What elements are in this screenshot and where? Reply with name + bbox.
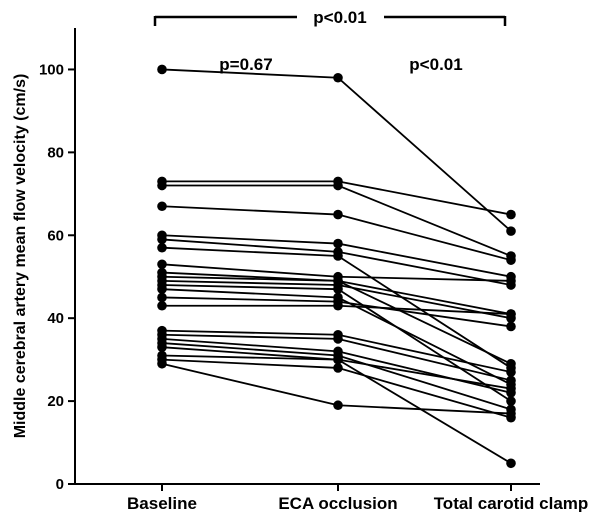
data-point bbox=[157, 64, 167, 75]
data-point bbox=[506, 396, 516, 406]
data-point bbox=[506, 458, 516, 469]
y-tick-label: 0 bbox=[56, 476, 64, 493]
data-point bbox=[506, 408, 516, 419]
subject-series bbox=[157, 201, 516, 265]
data-point bbox=[157, 358, 167, 369]
data-point bbox=[506, 209, 516, 220]
y-tick-label: 100 bbox=[39, 61, 64, 78]
data-point bbox=[157, 234, 167, 245]
y-tick-label: 80 bbox=[47, 144, 64, 161]
data-point bbox=[506, 383, 516, 394]
x-category-label: ECA occlusion bbox=[278, 494, 397, 512]
x-category-label: Total carotid clamp bbox=[434, 494, 589, 512]
data-point bbox=[506, 375, 516, 386]
data-point bbox=[506, 276, 516, 286]
data-point bbox=[333, 251, 343, 261]
data-point bbox=[157, 292, 167, 303]
subject-line bbox=[161, 68, 512, 232]
x-ticks: Baseline ECA occlusion Total carotid clamp bbox=[127, 484, 588, 512]
data-point bbox=[333, 284, 343, 294]
y-tick-label: 60 bbox=[47, 227, 64, 244]
data-point bbox=[333, 363, 343, 373]
y-axis-label: Middle cerebral artery mean flow velocit… bbox=[12, 74, 29, 439]
baseline-eca-p-value: p=0.67 bbox=[219, 55, 272, 74]
data-point bbox=[333, 334, 343, 344]
data-point bbox=[157, 259, 167, 270]
data-point bbox=[506, 226, 516, 236]
axes bbox=[74, 28, 540, 485]
data-point bbox=[157, 284, 167, 294]
data-point bbox=[333, 300, 343, 311]
data-point bbox=[333, 72, 343, 83]
data-point bbox=[506, 321, 516, 332]
x-category-label: Baseline bbox=[127, 494, 197, 512]
subject-series bbox=[157, 300, 516, 319]
subject-series bbox=[157, 358, 516, 419]
data-point bbox=[157, 342, 167, 353]
y-ticks: 0 20 40 60 80 100 bbox=[39, 61, 75, 493]
y-tick-label: 20 bbox=[47, 393, 64, 410]
data-point bbox=[506, 309, 516, 319]
data-point bbox=[333, 238, 343, 249]
data-point bbox=[157, 242, 167, 253]
data-point bbox=[333, 400, 343, 411]
data-point bbox=[506, 358, 516, 369]
data-point bbox=[333, 180, 343, 191]
data-point bbox=[157, 180, 167, 191]
y-tick-label: 40 bbox=[47, 310, 64, 327]
data-point bbox=[157, 300, 167, 311]
data-point bbox=[333, 209, 343, 220]
overall-p-value: p<0.01 bbox=[313, 8, 366, 27]
data-point bbox=[506, 255, 516, 265]
subject-series bbox=[157, 354, 516, 423]
data-point bbox=[506, 367, 516, 377]
eca-clamp-p-value: p<0.01 bbox=[409, 55, 462, 74]
subject-series bbox=[157, 64, 516, 236]
data-point bbox=[333, 354, 343, 365]
data-point bbox=[157, 201, 167, 212]
subject-lines bbox=[157, 64, 516, 469]
significance-bracket bbox=[153, 15, 507, 26]
